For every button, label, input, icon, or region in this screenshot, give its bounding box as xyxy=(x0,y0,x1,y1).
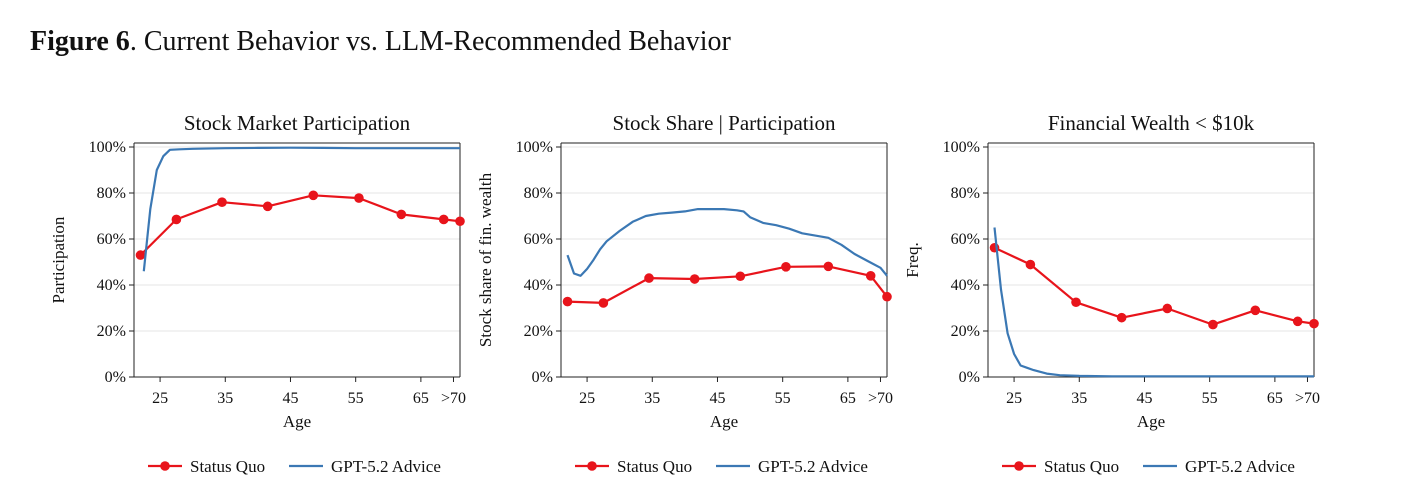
data-point xyxy=(865,271,876,281)
x-tick-label: >70 xyxy=(1295,390,1320,407)
data-point xyxy=(1292,316,1303,327)
y-tick-label: 100% xyxy=(943,139,980,156)
x-tick-label: 65 xyxy=(413,390,429,407)
series-line-gpt-advice xyxy=(993,227,1314,378)
data-point xyxy=(308,190,319,201)
legend-label-gpt-advice: GPT-5.2 Advice xyxy=(331,457,441,476)
data-point xyxy=(1116,312,1127,323)
series-line-gpt-advice xyxy=(566,208,888,277)
y-tick-label: 20% xyxy=(951,323,980,340)
data-point xyxy=(1025,259,1036,270)
chart-panel-3: 0% 20% 40% 60% 80% 100% 25 35 45 55 65 >70 Financial… xyxy=(903,111,1320,476)
figure-title-text: Current Behavior vs. LLM-Recommended Beh… xyxy=(143,26,731,57)
legend: Status Quo GPT-5.2 Advice xyxy=(1002,457,1295,476)
x-tick-label: 55 xyxy=(348,390,364,407)
y-axis-label: Participation xyxy=(49,216,68,303)
y-tick-label: 40% xyxy=(524,277,553,294)
x-tick-label: 55 xyxy=(775,390,791,407)
legend-marker-status-quo xyxy=(587,461,597,471)
y-tick-label: 40% xyxy=(97,277,126,294)
y-tick-label: 0% xyxy=(105,369,126,386)
figure-number: Figure 6 xyxy=(30,26,130,57)
series-line-status-quo xyxy=(994,246,1315,326)
chart-title: Stock Share | Participation xyxy=(613,111,836,135)
y-tick-label: 100% xyxy=(89,139,126,156)
legend-label-status-quo: Status Quo xyxy=(617,457,692,476)
x-tick-label: 55 xyxy=(1202,390,1218,407)
data-point xyxy=(171,214,182,225)
legend: Status Quo GPT-5.2 Advice xyxy=(148,457,441,476)
x-tick-label: 45 xyxy=(1136,390,1152,407)
y-tick-label: 20% xyxy=(97,323,126,340)
figure-title: Figure 6. Current Behavior vs. LLM-Recom… xyxy=(30,26,731,57)
series-line-gpt-advice xyxy=(142,146,460,272)
data-point xyxy=(262,201,273,212)
x-tick-label: 65 xyxy=(840,390,856,407)
y-tick-label: 0% xyxy=(532,369,553,386)
data-point xyxy=(735,271,746,282)
x-tick-label: 35 xyxy=(644,390,660,407)
data-point xyxy=(455,216,465,227)
data-point xyxy=(396,209,407,220)
data-point xyxy=(438,214,449,225)
x-tick-label: 25 xyxy=(1006,390,1022,407)
data-point xyxy=(354,193,364,203)
y-tick-label: 80% xyxy=(951,185,980,202)
y-tick-label: 60% xyxy=(951,231,980,248)
chart-title: Stock Market Participation xyxy=(184,111,411,135)
chart-panel-2: 0% 20% 40% 60% 80% 100% 25 35 45 55 65 >70 Stock Sha… xyxy=(476,111,893,476)
legend: Status Quo GPT-5.2 Advice xyxy=(575,457,868,476)
x-axis-label: Age xyxy=(283,412,311,431)
y-axis-label: Freq. xyxy=(903,242,922,277)
y-tick-label: 80% xyxy=(97,185,126,202)
y-tick-label: 60% xyxy=(97,231,126,248)
series-line-status-quo xyxy=(139,194,461,256)
x-tick-label: 45 xyxy=(282,390,298,407)
data-point xyxy=(135,250,146,260)
data-point xyxy=(1071,297,1081,308)
data-point xyxy=(781,262,791,272)
y-tick-label: 80% xyxy=(524,185,553,202)
y-tick-label: 40% xyxy=(951,277,980,294)
legend-label-gpt-advice: GPT-5.2 Advice xyxy=(758,457,868,476)
data-point xyxy=(689,274,700,284)
y-tick-label: 100% xyxy=(516,139,553,156)
chart-title: Financial Wealth < $10k xyxy=(1048,111,1255,135)
legend-label-status-quo: Status Quo xyxy=(1044,457,1119,476)
legend-marker-status-quo xyxy=(160,461,170,471)
y-tick-label: 20% xyxy=(524,323,553,340)
data-point xyxy=(598,298,609,308)
x-tick-label: 65 xyxy=(1267,390,1283,407)
legend-marker-status-quo xyxy=(1014,461,1024,471)
data-point xyxy=(1250,305,1261,316)
x-axis-label: Age xyxy=(710,412,738,431)
x-tick-label: 35 xyxy=(217,390,233,407)
x-axis-label: Age xyxy=(1137,412,1165,431)
x-tick-label: >70 xyxy=(441,390,466,407)
data-point xyxy=(1162,303,1173,314)
x-tick-label: 45 xyxy=(709,390,725,407)
legend-label-gpt-advice: GPT-5.2 Advice xyxy=(1185,457,1295,476)
y-axis-label: Stock share of fin. wealth xyxy=(476,172,495,347)
data-point xyxy=(823,261,834,272)
y-tick-label: 60% xyxy=(524,231,553,248)
y-tick-label: 0% xyxy=(959,369,980,386)
data-point xyxy=(1208,319,1218,330)
data-point xyxy=(882,291,892,302)
x-tick-label: >70 xyxy=(868,390,893,407)
x-tick-label: 25 xyxy=(152,390,168,407)
x-tick-label: 25 xyxy=(579,390,595,407)
x-tick-label: 35 xyxy=(1071,390,1087,407)
chart-panel-1: 0% 20% 40% 60% 80% 100% 25 35 45 55 65 >70 Stock Mar… xyxy=(49,111,466,476)
data-point xyxy=(644,273,654,283)
data-point xyxy=(562,296,573,307)
data-point xyxy=(217,197,227,207)
data-point xyxy=(1309,318,1319,329)
legend-label-status-quo: Status Quo xyxy=(190,457,265,476)
